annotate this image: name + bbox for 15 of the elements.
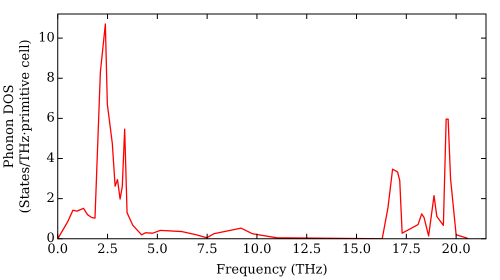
y-tick-label: 4 [46,150,55,166]
x-axis-title: Frequency (THz) [216,262,328,278]
y-tick-label: 10 [38,30,55,46]
x-tick-label: 20.0 [442,242,471,257]
y-tick-label: 6 [46,110,55,126]
x-tick-label: 7.5 [196,242,218,257]
y-tick-label: 8 [46,70,55,86]
x-tick-label: 12.5 [292,242,322,257]
y-tick-label: 2 [46,191,55,206]
x-tick-label: 10.0 [242,242,272,257]
x-tick-label: 15.0 [342,242,372,257]
x-tick-label: 5.0 [146,242,168,257]
y-axis-title: Phonon DOS (States/THz·primitive cell) [2,39,33,214]
x-tick-label: 2.5 [97,242,118,257]
x-tick-label: 17.5 [392,242,421,257]
